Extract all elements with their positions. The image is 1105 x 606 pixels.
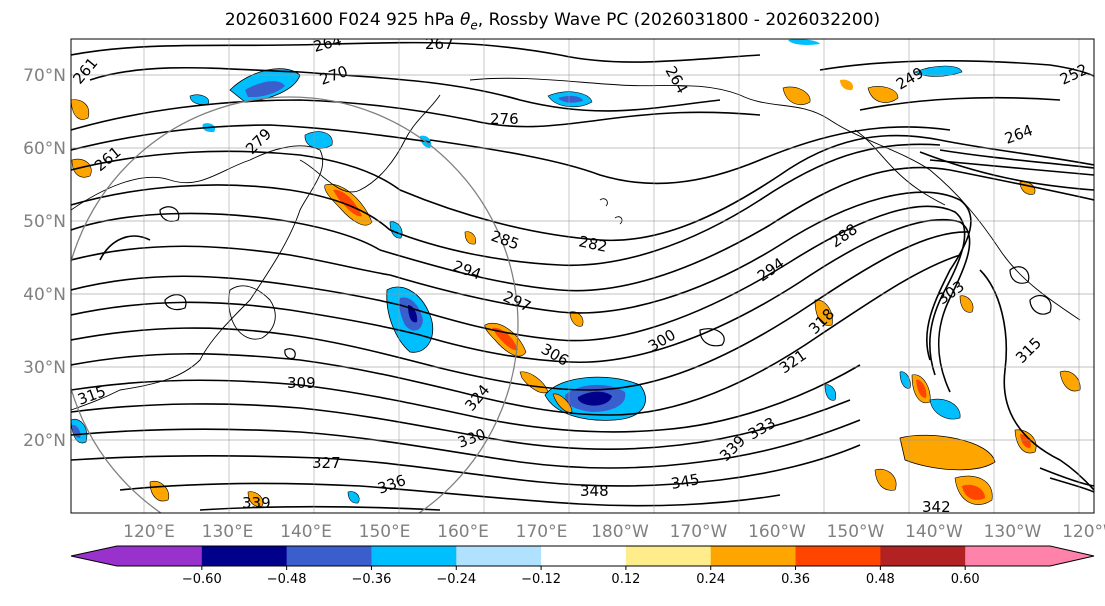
colorbar-segment <box>286 546 372 566</box>
reference-circle <box>71 96 519 513</box>
lon-label: 130°W <box>984 522 1042 542</box>
lon-label: 120°E <box>123 522 175 542</box>
colorbar-extend-min <box>71 546 117 566</box>
colorbar-tick-label: 0.36 <box>781 572 810 587</box>
lat-label: 60°N <box>23 139 66 159</box>
colorbar-segment <box>201 546 288 566</box>
colorbar-segment <box>965 546 1051 566</box>
lon-label: 170°E <box>516 522 568 542</box>
colorbar-segment <box>710 546 797 566</box>
lat-label: 40°N <box>23 285 66 305</box>
contour-label: 267 <box>425 35 454 53</box>
colorbar-tick-label: −0.48 <box>267 572 307 587</box>
lon-label: 130°E <box>202 522 254 542</box>
colorbar-segment <box>625 546 712 566</box>
lon-label: 170°W <box>670 522 728 542</box>
colorbar-tick-label: −0.12 <box>521 572 561 587</box>
contour-label: 348 <box>580 482 609 500</box>
colorbar-tick-label: −0.24 <box>436 572 476 587</box>
colorbar-tick-label: −0.36 <box>352 572 392 587</box>
lat-label: 20°N <box>23 431 66 451</box>
lon-label: 160°E <box>437 522 489 542</box>
longitude-labels: 120°E 130°E 140°E 150°E 160°E 170°E 180°… <box>123 522 1105 542</box>
theta-subscript: e <box>470 18 478 33</box>
contour-label: 327 <box>312 454 341 472</box>
lon-label: 160°W <box>748 522 806 542</box>
title-suffix: , Rossby Wave PC (2026031800 - 202603220… <box>477 10 881 30</box>
lon-label: 120°W <box>1062 522 1105 542</box>
map-frame <box>70 38 1095 514</box>
colorbar-tick-label: 0.48 <box>866 572 895 587</box>
coastlines <box>71 77 1081 411</box>
colorbar-outline <box>70 545 1095 567</box>
lon-label: 150°E <box>359 522 411 542</box>
contour-label: 339 <box>242 494 271 512</box>
contour-label: 282 <box>577 232 609 256</box>
theta-e-contours <box>71 41 1094 511</box>
lat-label: 30°N <box>23 358 66 378</box>
lat-label: 50°N <box>23 212 66 232</box>
colorbar-segment <box>456 546 542 566</box>
colorbar-tick-label: 0.24 <box>696 572 725 587</box>
colorbar-tick-label: 0.12 <box>611 572 640 587</box>
contour-label: 345 <box>670 470 701 493</box>
colorbar: −0.60 −0.48 −0.36 −0.24 −0.12 0.12 0.24 0.36 0.4… <box>70 545 1095 587</box>
title-prefix: 2026031600 F024 925 hPa <box>224 10 460 30</box>
colorbar-segment <box>880 546 966 566</box>
colorbar-segment <box>117 546 203 566</box>
colorbar-segment <box>371 546 457 566</box>
lon-label: 140°W <box>905 522 963 542</box>
contour-label: 309 <box>287 374 316 392</box>
map-gridlines <box>71 39 1094 513</box>
contour-label: 276 <box>490 110 519 128</box>
colorbar-segment <box>541 546 627 566</box>
colorbar-segment <box>795 546 881 566</box>
theta-symbol: θ <box>460 10 471 30</box>
lon-label: 180°W <box>591 522 649 542</box>
contour-label: 342 <box>922 498 951 516</box>
lon-label: 140°E <box>280 522 332 542</box>
map-area: 267 264 270 261 279 276 261 285 282 294 … <box>71 35 1094 516</box>
colorbar-tick-label: 0.60 <box>951 572 980 587</box>
colorbar-extend-max <box>1050 546 1094 566</box>
lat-label: 70°N <box>23 66 66 86</box>
lon-label: 150°W <box>827 522 885 542</box>
colorbar-tick-label: −0.60 <box>182 572 222 587</box>
latitude-labels: 70°N 60°N 50°N 40°N 30°N 20°N <box>23 66 66 451</box>
figure-title: 2026031600 F024 925 hPa θe, Rossby Wave … <box>0 10 1105 32</box>
